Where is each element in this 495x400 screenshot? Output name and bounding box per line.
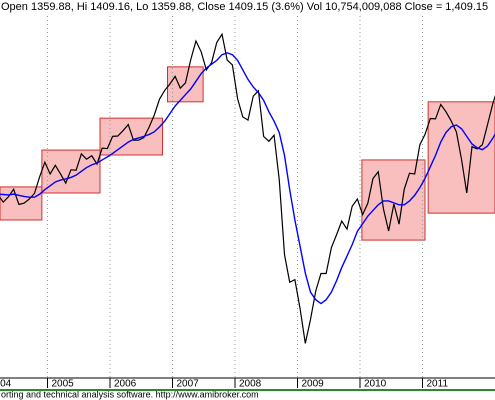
x-tick-label: 2007 [177,379,200,390]
series-line [0,32,495,344]
header-bg [0,0,495,14]
boxes [0,66,495,241]
axis-strip [0,389,495,391]
range-box [99,117,163,156]
lines [0,32,495,344]
x-tick-label: 2010 [364,379,387,390]
footer: orting and technical analysis software. … [1,389,259,399]
x-tick-label: 2009 [302,379,325,390]
range-box [167,66,204,103]
x-tick-label: 2004 [0,379,12,390]
x-tick-label: 2008 [239,379,262,390]
x-tick-label: 2011 [427,379,449,390]
x-tick-label: 2005 [52,379,75,390]
series-line [0,52,495,305]
header: Open 1359.88, Hi 1409.16, Lo 1359.88, Cl… [1,1,488,13]
x-tick-label: 2006 [114,379,137,390]
